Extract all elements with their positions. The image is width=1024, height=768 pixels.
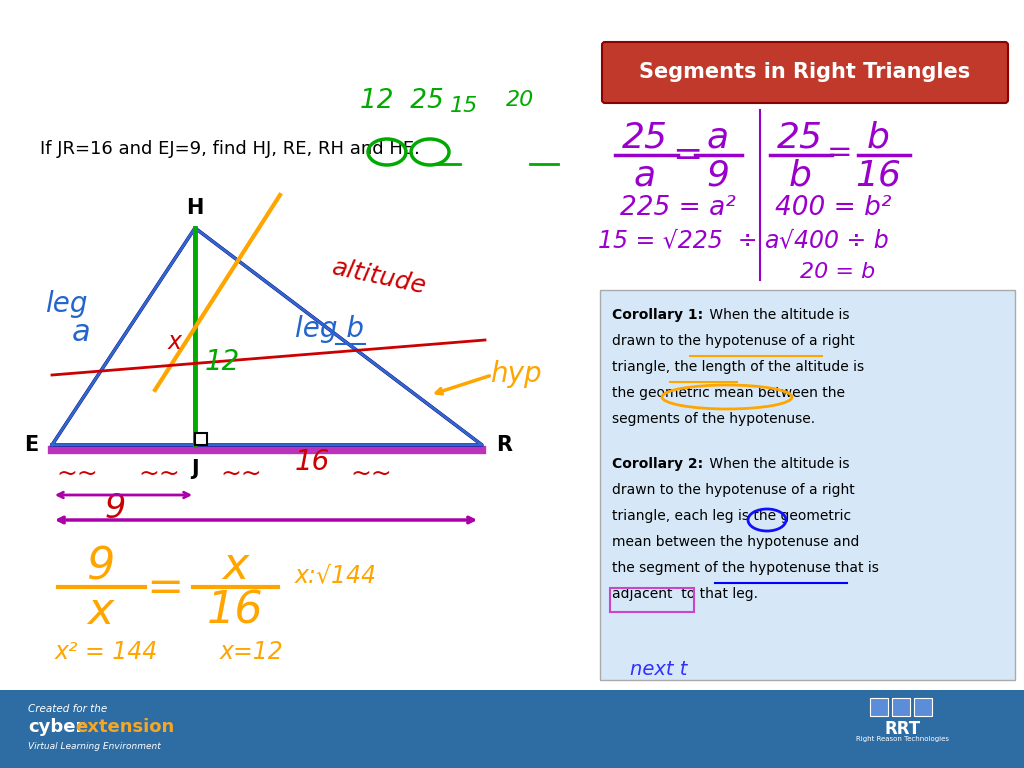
Bar: [195, 433, 207, 445]
Text: x:√144: x:√144: [295, 563, 377, 587]
Text: next t: next t: [630, 660, 687, 679]
Text: leg: leg: [45, 290, 87, 318]
FancyBboxPatch shape: [600, 290, 1015, 680]
Text: altitude: altitude: [330, 255, 429, 299]
Text: Right Reason Technologies: Right Reason Technologies: [856, 736, 949, 742]
Text: 15: 15: [450, 96, 478, 116]
Text: a: a: [634, 158, 656, 192]
FancyBboxPatch shape: [602, 42, 1008, 103]
Text: segments of the hypotenuse.: segments of the hypotenuse.: [612, 412, 815, 426]
Text: J: J: [191, 459, 199, 479]
Text: drawn to the hypotenuse of a right: drawn to the hypotenuse of a right: [612, 334, 855, 348]
Bar: [892, 698, 910, 716]
Text: x: x: [168, 330, 182, 354]
Text: 20 = b: 20 = b: [800, 262, 876, 282]
Text: Segments in Right Triangles: Segments in Right Triangles: [639, 62, 971, 82]
Text: 25: 25: [622, 120, 668, 154]
Text: cyber: cyber: [28, 718, 84, 736]
Text: Corollary 2:: Corollary 2:: [612, 457, 703, 471]
Text: hyp: hyp: [490, 360, 542, 388]
Text: ~~: ~~: [350, 462, 392, 486]
Text: 9: 9: [104, 492, 126, 525]
Text: ~~: ~~: [220, 462, 262, 486]
Text: When the altitude is: When the altitude is: [705, 457, 850, 471]
Bar: [870, 698, 888, 716]
Text: RRT: RRT: [885, 720, 921, 738]
Text: =: =: [672, 138, 702, 172]
Bar: [0, 690, 1024, 768]
Text: 15 = √225  ÷ a: 15 = √225 ÷ a: [598, 228, 779, 252]
Text: ~~: ~~: [138, 462, 180, 486]
Text: 25: 25: [777, 120, 823, 154]
Text: extension: extension: [75, 718, 174, 736]
Text: 16: 16: [295, 448, 331, 476]
Text: When the altitude is: When the altitude is: [705, 308, 850, 322]
Text: x=12: x=12: [220, 640, 284, 664]
Text: x² = 144: x² = 144: [55, 640, 159, 664]
Text: 12: 12: [205, 348, 241, 376]
Bar: [914, 698, 932, 716]
Text: mean between the hypotenuse and: mean between the hypotenuse and: [612, 535, 859, 549]
Text: the geometric mean between the: the geometric mean between the: [612, 386, 845, 400]
Text: 9: 9: [86, 545, 115, 588]
Text: 9: 9: [707, 158, 729, 192]
Text: x: x: [87, 590, 114, 633]
Text: a: a: [707, 120, 729, 154]
Text: b: b: [788, 158, 811, 192]
Text: 225 = a²: 225 = a²: [620, 195, 736, 221]
Text: the segment of the hypotenuse that is: the segment of the hypotenuse that is: [612, 561, 879, 575]
Text: =: =: [146, 567, 183, 610]
Text: Virtual Learning Environment: Virtual Learning Environment: [28, 742, 161, 751]
Text: H: H: [186, 198, 204, 218]
Text: triangle, each leg is the geometric: triangle, each leg is the geometric: [612, 509, 851, 523]
Text: E: E: [24, 435, 38, 455]
Text: b: b: [866, 120, 890, 154]
Text: drawn to the hypotenuse of a right: drawn to the hypotenuse of a right: [612, 483, 855, 497]
Text: If JR=16 and EJ=9, find HJ, RE, RH and HE.: If JR=16 and EJ=9, find HJ, RE, RH and H…: [40, 140, 420, 158]
Text: 12  25: 12 25: [360, 88, 443, 114]
Text: 16: 16: [207, 590, 263, 633]
Text: Corollary 1:: Corollary 1:: [612, 308, 703, 322]
Text: R: R: [496, 435, 512, 455]
Text: 400 = b²: 400 = b²: [775, 195, 892, 221]
Text: =: =: [827, 138, 853, 167]
Text: 16: 16: [855, 158, 901, 192]
Text: triangle, the length of the altitude is: triangle, the length of the altitude is: [612, 360, 864, 374]
Text: a: a: [72, 318, 91, 347]
Text: √400 ÷ b: √400 ÷ b: [779, 228, 889, 252]
Text: leg b: leg b: [295, 315, 364, 343]
Text: x: x: [222, 545, 248, 588]
Text: Created for the: Created for the: [28, 704, 108, 714]
Text: adjacent  to that leg.: adjacent to that leg.: [612, 587, 758, 601]
Text: 20: 20: [506, 90, 535, 110]
Text: ~~: ~~: [56, 462, 97, 486]
